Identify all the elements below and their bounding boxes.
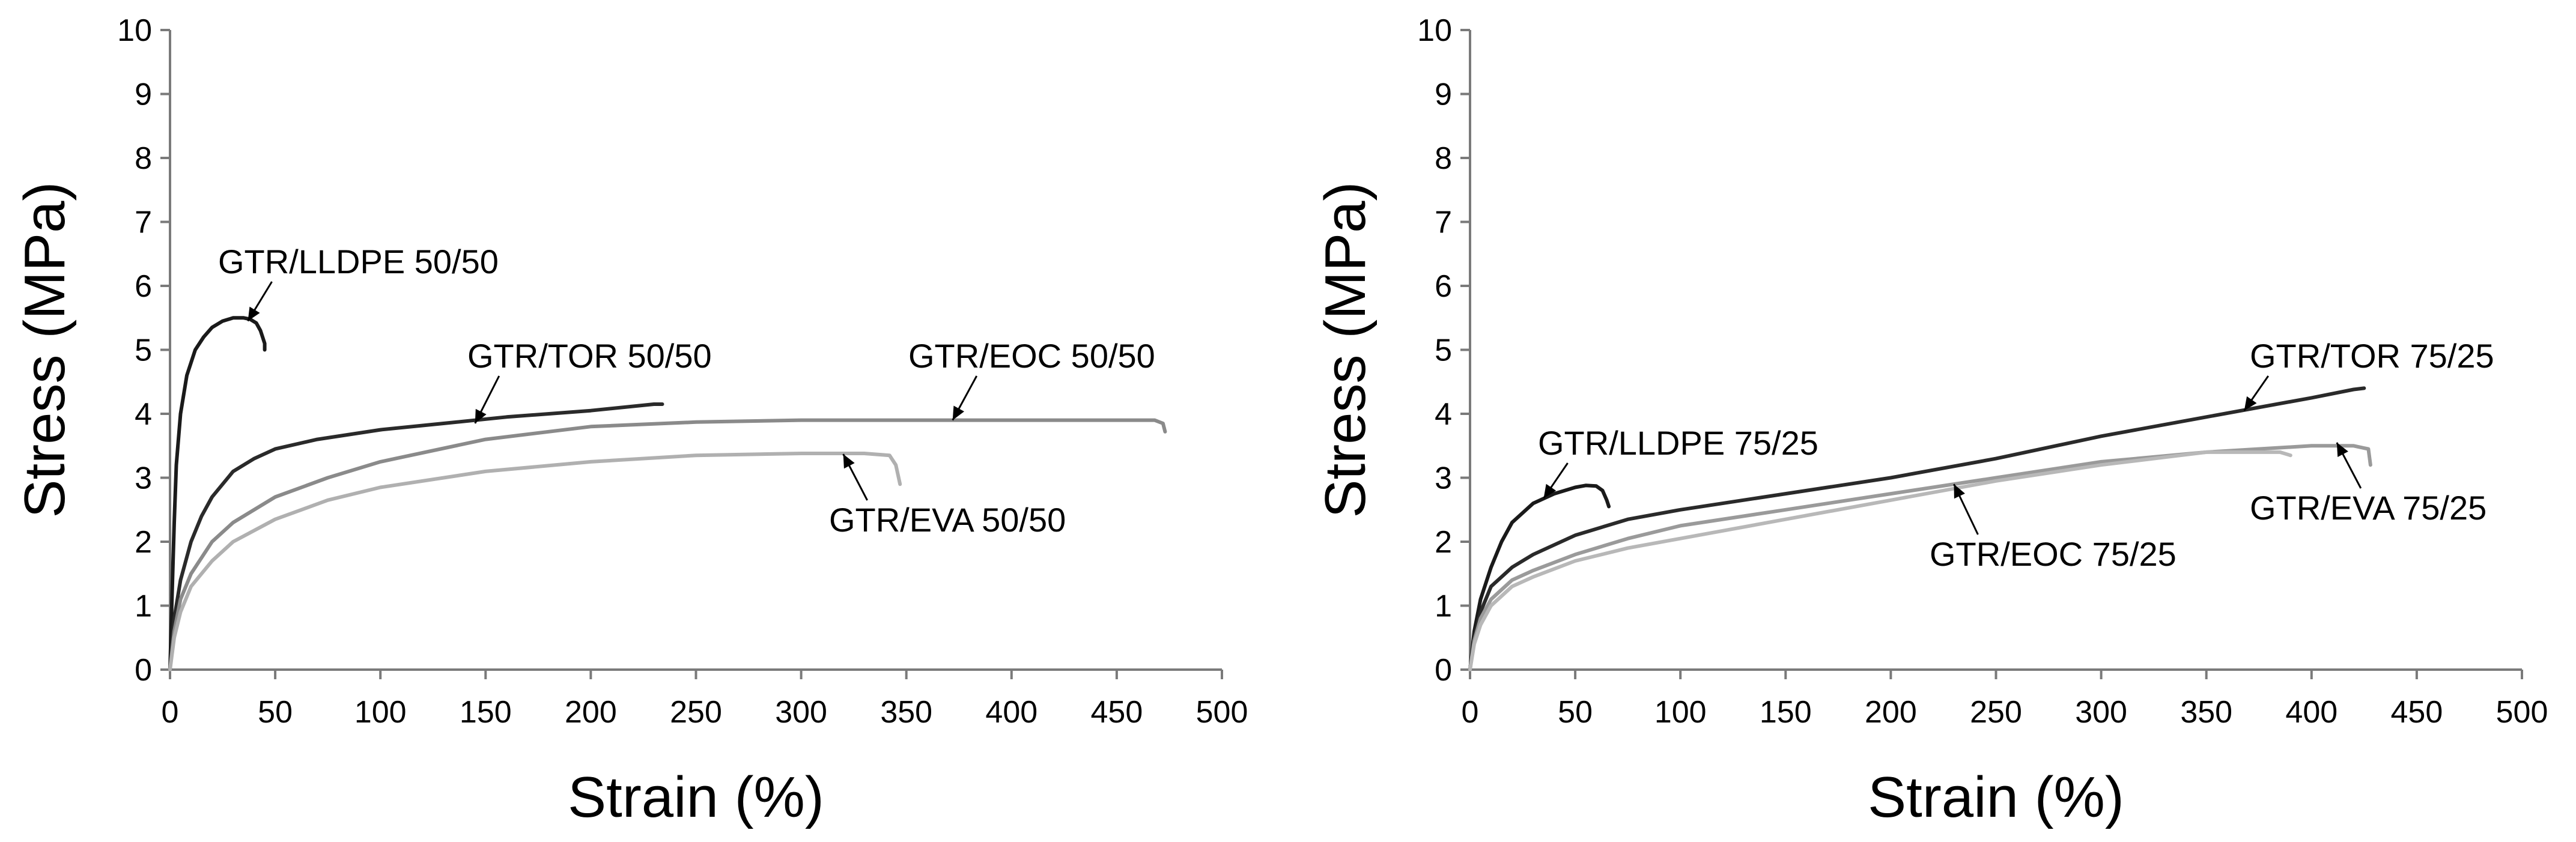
annotation-gtr-tor-50-50: GTR/TOR 50/50 [467,337,712,375]
annotation-arrowhead [2244,396,2257,411]
y-tick-label: 8 [135,141,152,176]
x-axis-title: Strain (%) [568,765,824,829]
series-line-gtr-eoc-50-50 [168,418,1167,671]
series-line-gtr-lldpe-75-25 [1468,483,1611,671]
annotation-arrowhead [248,306,260,321]
x-tick-label: 350 [2180,695,2232,730]
annotation-arrowhead [1954,484,1965,499]
x-tick-label: 150 [1760,695,1812,730]
x-tick-label: 50 [258,695,293,730]
y-tick-label: 3 [1435,461,1452,496]
series-line-gtr-eva-50-50 [168,452,902,671]
x-tick-label: 500 [1196,695,1248,730]
y-tick-label: 6 [1435,269,1452,304]
annotation-gtr-lldpe-50-50: GTR/LLDPE 50/50 [218,243,499,280]
x-tick-label: 200 [1865,695,1917,730]
x-tick-label: 0 [1462,695,1479,730]
x-tick-label: 50 [1558,695,1593,730]
annotation-gtr-eoc-50-50: GTR/EOC 50/50 [908,337,1155,375]
y-tick-label: 0 [135,653,152,688]
annotation-gtr-eoc-75-25: GTR/EOC 75/25 [1930,535,2177,573]
series-line-gtr-eoc-75-25 [1468,450,2292,671]
annotation-gtr-tor-75-25: GTR/TOR 75/25 [2250,337,2494,375]
x-tick-label: 250 [670,695,722,730]
y-tick-label: 10 [117,13,152,48]
x-tick-label: 450 [1091,695,1143,730]
y-tick-label: 2 [1435,525,1452,560]
y-tick-label: 1 [135,589,152,624]
x-tick-label: 150 [460,695,512,730]
y-tick-label: 5 [1435,333,1452,368]
x-tick-label: 350 [880,695,932,730]
annotation-arrowhead [952,405,965,420]
y-tick-label: 4 [1435,397,1452,432]
x-tick-label: 400 [985,695,1037,730]
y-tick-label: 9 [1435,77,1452,112]
y-tick-label: 7 [1435,205,1452,240]
x-axis-title: Strain (%) [1868,765,2124,829]
y-tick-label: 6 [135,269,152,304]
y-tick-label: 1 [1435,589,1452,624]
annotation-arrowhead [2336,442,2348,458]
x-tick-label: 300 [2075,695,2127,730]
y-tick-label: 3 [135,461,152,496]
y-axis-title: Stress (MPa) [1313,181,1378,518]
x-tick-label: 400 [2285,695,2338,730]
y-tick-label: 9 [135,77,152,112]
x-tick-label: 250 [1970,695,2022,730]
annotation-arrowhead [1543,483,1557,498]
annotation-gtr-eva-75-25: GTR/EVA 75/25 [2250,489,2486,527]
y-tick-label: 5 [135,333,152,368]
annotation-arrowhead [843,454,855,469]
y-axis-title: Stress (MPa) [13,181,77,518]
y-tick-label: 10 [1417,13,1452,48]
x-tick-label: 200 [565,695,617,730]
annotation-arrowhead [475,408,487,423]
x-tick-label: 0 [162,695,179,730]
series-line-gtr-tor-50-50 [168,402,664,671]
y-tick-label: 0 [1435,653,1452,688]
annotation-gtr-eva-50-50: GTR/EVA 50/50 [829,501,1066,539]
series-line-gtr-lldpe-50-50 [168,316,267,671]
y-tick-label: 2 [135,525,152,560]
x-tick-label: 450 [2391,695,2443,730]
x-tick-label: 300 [775,695,827,730]
annotation-gtr-lldpe-75-25: GTR/LLDPE 75/25 [1538,424,1818,462]
x-tick-label: 500 [2496,695,2548,730]
series-line-gtr-eva-75-25 [1468,444,2372,671]
x-tick-label: 100 [354,695,407,730]
y-tick-label: 8 [1435,141,1452,176]
series-line-gtr-tor-75-25 [1468,386,2366,671]
y-tick-label: 4 [135,397,152,432]
y-tick-label: 7 [135,205,152,240]
x-tick-label: 100 [1654,695,1707,730]
